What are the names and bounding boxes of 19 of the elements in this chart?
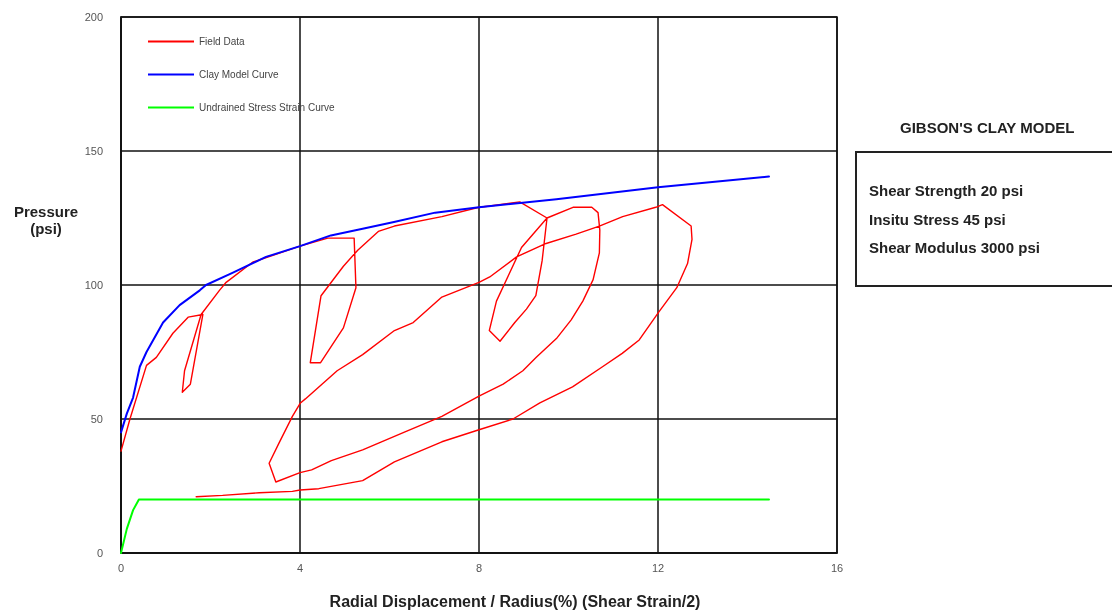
y-tick-label: 100 bbox=[84, 279, 103, 291]
info-box: Shear Strength 20 psi Insitu Stress 45 psi Shear Modulus 3000 psi bbox=[855, 151, 1112, 287]
x-tick-label: 16 bbox=[830, 561, 844, 574]
x-tick-label: 12 bbox=[651, 561, 665, 574]
y-tick-label: 200 bbox=[84, 11, 103, 23]
line-series bbox=[120, 498, 770, 554]
x-tick-label: 4 bbox=[296, 561, 304, 574]
text: GIBSON'S CLAY MODEL bbox=[900, 119, 1075, 137]
legend-label: Field Data bbox=[199, 36, 246, 47]
y-axis-title: Pressure (psi) bbox=[12, 203, 80, 237]
line-series bbox=[120, 175, 770, 434]
x-tick-label: 0 bbox=[117, 561, 125, 574]
y-tick-label: 0 bbox=[96, 547, 103, 559]
y-tick-label: 50 bbox=[90, 413, 103, 425]
y-tick-label: 150 bbox=[84, 145, 103, 157]
x-axis-title: Radial Displacement / Radius(%) (Shear Strain/2) bbox=[328, 593, 702, 611]
x-tick-label: 8 bbox=[475, 561, 483, 574]
legend-label: Clay Model Curve bbox=[199, 69, 279, 80]
line-series bbox=[120, 201, 693, 498]
